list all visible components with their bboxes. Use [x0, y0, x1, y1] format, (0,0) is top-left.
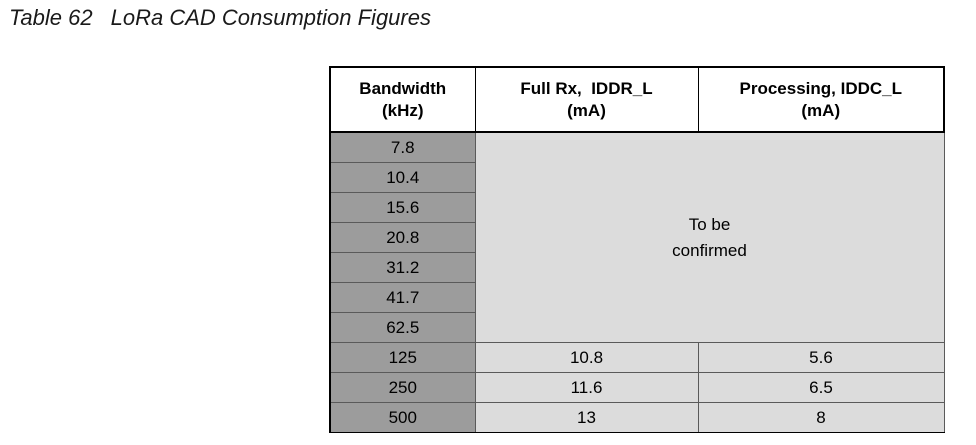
table-number: Table 62 — [9, 5, 93, 30]
bandwidth-cell: 10.4 — [329, 162, 476, 193]
to-be-confirmed-cell: To be confirmed — [474, 131, 945, 343]
cad-consumption-table: Bandwidth (kHz) Full Rx, IDDR_L (mA) Pro… — [329, 66, 945, 433]
table-row: 31.2 — [329, 252, 944, 283]
header-processing-line1: Processing, IDDC_L — [739, 78, 903, 98]
full-rx-cell: 11.6 — [474, 372, 699, 403]
table-row: 62.5 — [329, 312, 944, 343]
header-full-rx-line1: Full Rx, IDDR_L — [520, 78, 653, 98]
full-rx-cell: 13 — [474, 402, 699, 433]
bandwidth-cell: 41.7 — [329, 282, 476, 313]
header-row: Bandwidth (kHz) Full Rx, IDDR_L (mA) Pro… — [329, 66, 945, 133]
full-rx-cell: 10.8 — [474, 342, 699, 373]
table-row: 7.8 To be confirmed — [329, 131, 945, 343]
to-be-confirmed-line2: confirmed — [672, 240, 747, 260]
header-processing: Processing, IDDC_L (mA) — [697, 66, 945, 133]
bandwidth-cell: 125 — [329, 342, 476, 373]
processing-cell: 8 — [697, 402, 945, 433]
bandwidth-cell: 20.8 — [329, 222, 476, 253]
bandwidth-cell: 500 — [329, 402, 476, 433]
header-bandwidth: Bandwidth (kHz) — [329, 66, 476, 133]
bandwidth-cell: 7.8 — [329, 131, 476, 163]
header-full-rx: Full Rx, IDDR_L (mA) — [474, 66, 699, 133]
bandwidth-cell: 15.6 — [329, 192, 476, 223]
table-caption: Table 62 LoRa CAD Consumption Figures — [9, 5, 431, 31]
table-row: 250 11.6 6.5 — [329, 372, 945, 403]
header-processing-line2: (mA) — [801, 100, 841, 120]
processing-cell: 6.5 — [697, 372, 945, 403]
header-bandwidth-line1: Bandwidth — [359, 78, 447, 98]
processing-cell: 5.6 — [697, 342, 945, 373]
table-row: 41.7 — [329, 282, 944, 313]
bandwidth-cell: 62.5 — [329, 312, 476, 343]
table-title: LoRa CAD Consumption Figures — [110, 5, 431, 30]
to-be-confirmed-line1: To be — [688, 214, 731, 234]
table-row: 125 10.8 5.6 — [329, 342, 945, 373]
header-bandwidth-line2: (kHz) — [381, 100, 424, 120]
table-row: 10.4 — [329, 162, 944, 193]
table-row: 500 13 8 — [329, 402, 945, 433]
header-full-rx-line2: (mA) — [567, 100, 606, 120]
bandwidth-cell: 250 — [329, 372, 476, 403]
bandwidth-cell: 31.2 — [329, 252, 476, 283]
